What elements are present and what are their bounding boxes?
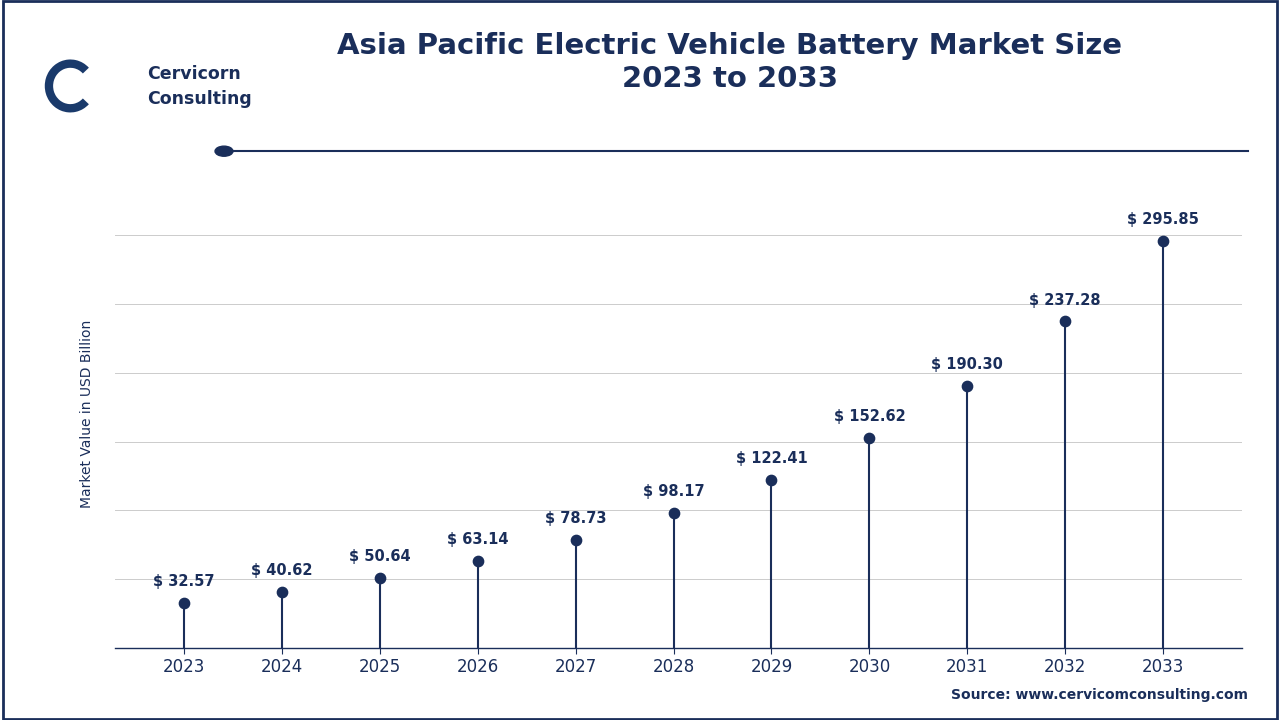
Text: $ 190.30: $ 190.30 <box>932 357 1004 372</box>
Text: $ 122.41: $ 122.41 <box>736 451 808 466</box>
Text: $ 152.62: $ 152.62 <box>833 409 905 424</box>
Bar <box>104 61 119 77</box>
Point <box>957 380 978 392</box>
Text: $ 98.17: $ 98.17 <box>643 484 704 499</box>
Text: $ 295.85: $ 295.85 <box>1128 212 1199 227</box>
Text: Asia Pacific Electric Vehicle Battery Market Size
2023 to 2033: Asia Pacific Electric Vehicle Battery Ma… <box>337 32 1123 93</box>
Point <box>663 507 684 518</box>
Y-axis label: Market Value in USD Billion: Market Value in USD Billion <box>81 320 95 508</box>
Text: Source: www.cervicomconsulting.com: Source: www.cervicomconsulting.com <box>951 688 1248 702</box>
Text: $ 40.62: $ 40.62 <box>251 563 312 578</box>
Point <box>370 572 390 584</box>
Point <box>174 598 195 609</box>
Point <box>1055 315 1075 327</box>
Text: $ 63.14: $ 63.14 <box>447 532 508 547</box>
Text: Cervicorn
Consulting: Cervicorn Consulting <box>147 65 252 108</box>
Point <box>859 432 879 444</box>
Point <box>1153 235 1174 246</box>
Point <box>467 555 488 567</box>
Text: $ 32.57: $ 32.57 <box>154 575 215 589</box>
Bar <box>122 81 132 93</box>
Point <box>566 534 586 545</box>
Point <box>271 586 292 598</box>
Point <box>762 474 782 485</box>
Text: $ 78.73: $ 78.73 <box>545 510 607 526</box>
Text: $ 50.64: $ 50.64 <box>349 549 411 564</box>
Text: $ 237.28: $ 237.28 <box>1029 292 1101 307</box>
